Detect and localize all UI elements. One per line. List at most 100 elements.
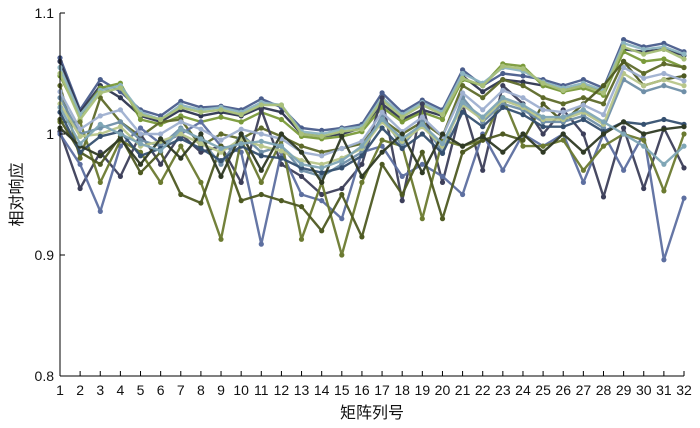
x-tick-label: 5 <box>137 382 145 398</box>
series-line <box>58 72 685 166</box>
data-point <box>319 153 325 159</box>
data-point <box>480 124 486 130</box>
data-point <box>480 83 486 89</box>
data-point <box>238 141 244 147</box>
data-point <box>580 167 587 173</box>
data-point <box>419 170 425 176</box>
data-point <box>560 131 566 137</box>
data-point <box>681 73 687 79</box>
data-point <box>198 126 204 132</box>
data-point <box>439 141 446 147</box>
data-point <box>77 141 83 147</box>
data-point <box>218 173 224 179</box>
x-tick-label: 12 <box>274 382 290 398</box>
data-point <box>460 149 466 155</box>
data-point <box>238 179 244 185</box>
data-point <box>520 112 526 118</box>
data-point <box>77 155 83 161</box>
data-point <box>460 67 466 73</box>
data-point <box>77 161 83 167</box>
data-point <box>379 90 385 96</box>
data-point <box>621 37 627 43</box>
data-point <box>117 95 123 101</box>
x-tick-label: 25 <box>535 382 551 398</box>
data-point <box>460 70 466 77</box>
axes <box>59 12 685 377</box>
data-point <box>681 195 687 201</box>
data-point <box>158 136 164 142</box>
data-point <box>379 95 385 101</box>
data-point <box>560 124 566 130</box>
data-point <box>621 119 627 125</box>
data-point <box>600 131 607 137</box>
data-point <box>178 119 184 125</box>
data-point <box>419 101 425 107</box>
x-tick-label: 31 <box>656 382 672 398</box>
data-point <box>419 149 425 155</box>
data-point <box>641 70 647 77</box>
data-point <box>258 138 264 144</box>
data-point <box>460 90 466 96</box>
data-point <box>97 113 103 119</box>
x-tick-label: 27 <box>576 382 592 398</box>
x-tick-label: 13 <box>294 382 310 398</box>
data-point <box>480 114 486 120</box>
data-point <box>298 173 305 179</box>
data-point <box>661 188 667 194</box>
data-point <box>500 70 506 77</box>
data-point <box>681 64 687 71</box>
data-point <box>97 121 103 127</box>
data-point <box>77 119 83 125</box>
data-point <box>480 89 486 95</box>
data-point <box>560 87 566 93</box>
x-tick-label: 1 <box>56 382 64 398</box>
data-point <box>439 112 446 118</box>
y-tick-label: 1 <box>46 126 54 142</box>
data-point <box>218 137 224 143</box>
data-point <box>178 98 184 104</box>
data-point <box>339 165 345 171</box>
data-point <box>500 87 506 93</box>
series-line <box>58 50 685 140</box>
data-point <box>198 109 204 115</box>
data-point <box>661 46 667 52</box>
data-point <box>600 90 607 96</box>
data-point <box>379 109 385 115</box>
data-point <box>278 109 284 115</box>
data-point <box>661 77 667 83</box>
data-point <box>137 153 144 159</box>
data-point <box>238 119 244 125</box>
x-tick-label: 4 <box>116 382 124 398</box>
data-point <box>278 155 284 161</box>
data-point <box>439 150 446 156</box>
data-point <box>500 149 506 155</box>
data-point <box>580 116 587 123</box>
data-point <box>158 161 164 167</box>
data-point <box>359 126 365 132</box>
data-point <box>600 143 607 149</box>
data-point <box>580 131 587 137</box>
data-point <box>298 165 305 171</box>
series-line <box>58 96 685 170</box>
data-point <box>178 155 184 161</box>
data-point <box>117 173 123 179</box>
x-tick-label: 14 <box>314 382 330 398</box>
data-point <box>621 40 627 46</box>
data-point <box>520 137 526 143</box>
data-point <box>117 119 123 125</box>
data-point <box>339 252 345 258</box>
x-tick-label: 29 <box>616 382 632 398</box>
data-point <box>137 112 144 118</box>
data-point <box>238 112 244 118</box>
data-point <box>480 133 486 139</box>
data-point <box>298 161 305 167</box>
data-point <box>580 83 587 89</box>
data-point <box>178 136 184 142</box>
data-point <box>359 179 365 185</box>
data-point <box>178 143 184 149</box>
data-point <box>419 131 425 137</box>
x-tick-label: 8 <box>197 382 205 398</box>
data-point <box>399 114 405 120</box>
data-point <box>117 124 123 130</box>
